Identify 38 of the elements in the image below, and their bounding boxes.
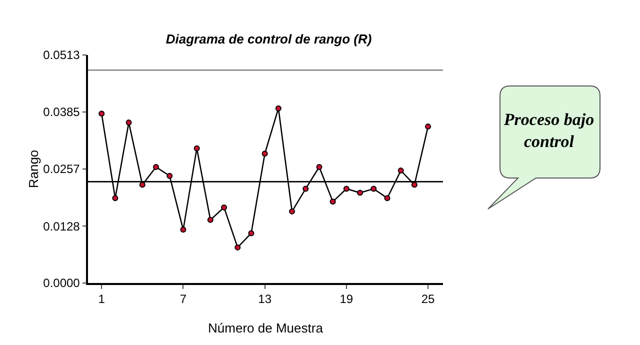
point [139, 182, 146, 188]
y-axis-title: Rango [26, 150, 42, 188]
point [316, 164, 322, 170]
point [411, 182, 418, 188]
point [221, 204, 228, 210]
x-tick-label: 19 [340, 292, 354, 306]
y-tick-label: 0.0128 [43, 219, 80, 234]
point [330, 198, 336, 205]
point [194, 145, 200, 152]
point [384, 195, 390, 202]
point [289, 208, 296, 214]
point [302, 186, 309, 192]
y-tick-label: 0.0385 [43, 105, 80, 120]
point [180, 226, 186, 233]
point [234, 244, 241, 250]
x-tick-label: 13 [258, 292, 272, 306]
point [207, 216, 214, 223]
point [357, 190, 364, 196]
point [126, 120, 132, 126]
point [343, 186, 350, 192]
x-tick-label: 1 [98, 292, 106, 306]
point [262, 150, 268, 157]
point [425, 124, 432, 130]
point [153, 164, 160, 170]
y-tick-label: 0.0513 [43, 48, 80, 62]
point [112, 195, 118, 202]
point [248, 230, 254, 236]
x-tick-label: 25 [421, 292, 436, 306]
point [398, 168, 404, 174]
point [166, 172, 173, 179]
x-tick-label: 7 [180, 292, 187, 306]
y-tick-label: 0.0000 [43, 276, 80, 290]
chart-title: Diagrama de control de rango (R) [166, 32, 372, 47]
point [370, 186, 377, 192]
y-tick-label: 0.0257 [43, 162, 80, 176]
point [275, 105, 282, 112]
x-axis-title: Número de Muestra [208, 320, 324, 336]
point [98, 110, 105, 117]
